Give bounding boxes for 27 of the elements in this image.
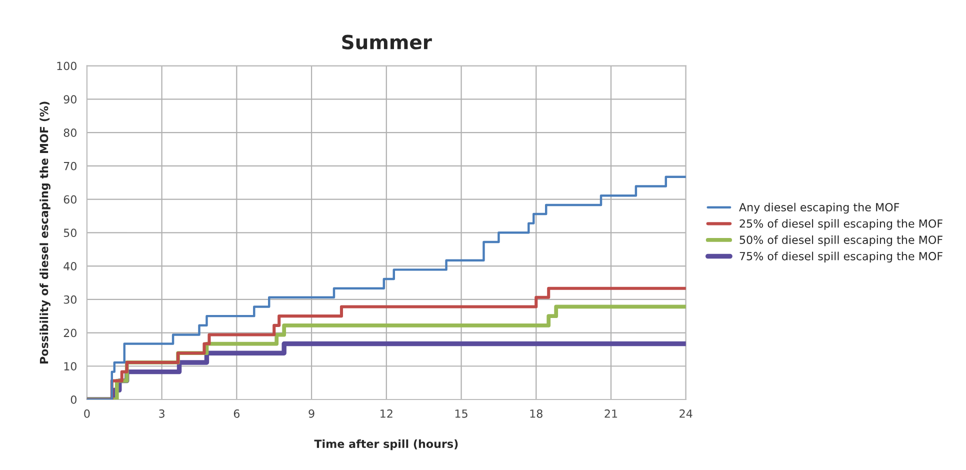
legend-label: 75% of diesel spill escaping the MOF (740, 252, 942, 262)
x-tick-label: 0 (84, 409, 90, 418)
x-tick-label: 18 (530, 409, 542, 418)
y-axis-title: Possibility of diesel escaping the MOF (%) (40, 102, 50, 364)
legend-label: 25% of diesel spill escaping the MOF (740, 219, 942, 230)
y-tick-label: 60 (64, 195, 76, 204)
x-tick-label: 6 (234, 409, 240, 418)
chart-title: Summer (342, 34, 432, 50)
y-tick-label: 10 (64, 362, 76, 371)
y-tick-label: 80 (64, 128, 76, 137)
x-tick-label: 9 (308, 409, 314, 418)
y-tick-label: 20 (64, 328, 76, 338)
x-tick-label: 12 (380, 409, 392, 418)
y-tick-label: 70 (64, 162, 76, 170)
y-tick-label: 40 (64, 262, 76, 270)
y-tick-label: 90 (64, 95, 76, 104)
legend-label: 50% of diesel spill escaping the MOF (740, 235, 942, 246)
legend-label: Any diesel escaping the MOF (739, 202, 900, 214)
x-tick-label: 15 (455, 410, 468, 418)
y-tick-label: 50 (64, 228, 76, 238)
x-tick-label: 21 (604, 409, 618, 418)
x-tick-label: 3 (159, 409, 164, 418)
y-tick-label: 30 (64, 295, 76, 304)
y-tick-label: 100 (57, 62, 76, 70)
x-axis-title: Time after spill (hours) (314, 439, 458, 450)
x-tick-label: 24 (680, 409, 692, 418)
y-tick-label: 0 (70, 395, 76, 404)
